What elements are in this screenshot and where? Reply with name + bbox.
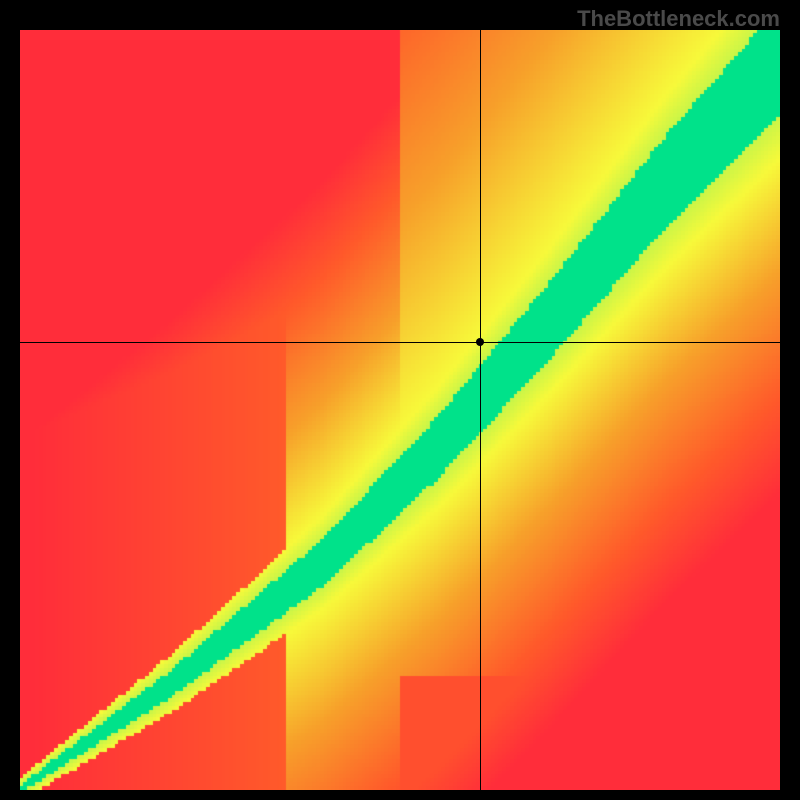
marker-dot bbox=[476, 338, 484, 346]
watermark-text: TheBottleneck.com bbox=[577, 6, 780, 32]
crosshair-vertical bbox=[480, 30, 481, 790]
heatmap-plot bbox=[20, 30, 780, 790]
heatmap-canvas bbox=[20, 30, 780, 790]
crosshair-horizontal bbox=[20, 342, 780, 343]
